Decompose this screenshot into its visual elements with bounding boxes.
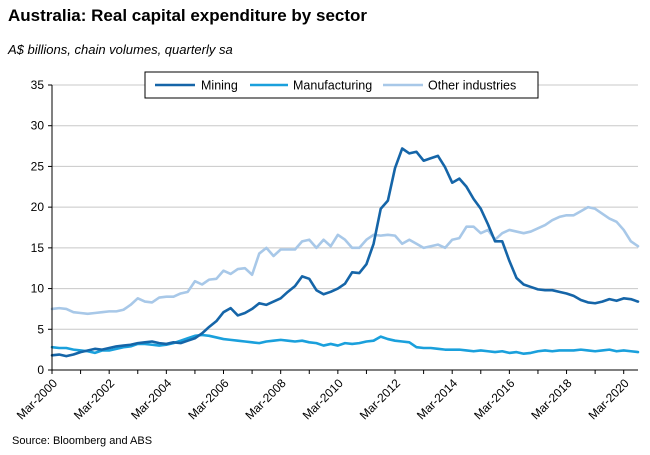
gridlines (52, 84, 638, 330)
x-tick-label: Mar-2018 (528, 376, 574, 422)
chart-source: Source: Bloomberg and ABS (12, 435, 153, 447)
y-tick-label: 25 (31, 159, 45, 173)
series-line-other-industries (50, 205, 640, 316)
x-tick-label: Mar-2004 (128, 376, 174, 422)
series-line-mining (50, 147, 640, 358)
legend-box (144, 71, 539, 99)
x-tick-label: Mar-2020 (586, 376, 632, 422)
x-tick-label: Mar-2006 (185, 376, 231, 422)
series-lines (50, 147, 640, 358)
y-tick-label: 5 (37, 322, 44, 336)
series-line-manufacturing (50, 333, 640, 356)
x-tick-label: Mar-2016 (471, 376, 517, 422)
x-tick-label: Mar-2010 (300, 376, 346, 422)
y-tick-label: 0 (37, 363, 44, 377)
legend-label-other-industries: Other industries (428, 79, 516, 93)
chart-subtitle: A$ billions, chain volumes, quarterly sa (8, 42, 233, 57)
x-tick-label: Mar-2008 (243, 376, 289, 422)
y-tick-label: 15 (31, 241, 45, 255)
legend-label-mining: Mining (201, 79, 238, 93)
y-tick-label: 20 (31, 200, 45, 214)
y-tick-label: 30 (31, 119, 45, 133)
chart-title: Australia: Real capital expenditure by s… (8, 6, 368, 25)
x-tick-label: Mar-2012 (357, 376, 403, 422)
legend-label-manufacturing: Manufacturing (293, 79, 372, 93)
y-tick-label: 35 (31, 78, 45, 92)
x-tick-label: Mar-2014 (414, 376, 460, 422)
x-tick-label: Mar-2000 (14, 376, 60, 422)
legend: Mining Manufacturing Other industries (144, 71, 539, 99)
y-tick-label: 10 (31, 282, 45, 296)
x-tick-label: Mar-2002 (71, 376, 117, 422)
